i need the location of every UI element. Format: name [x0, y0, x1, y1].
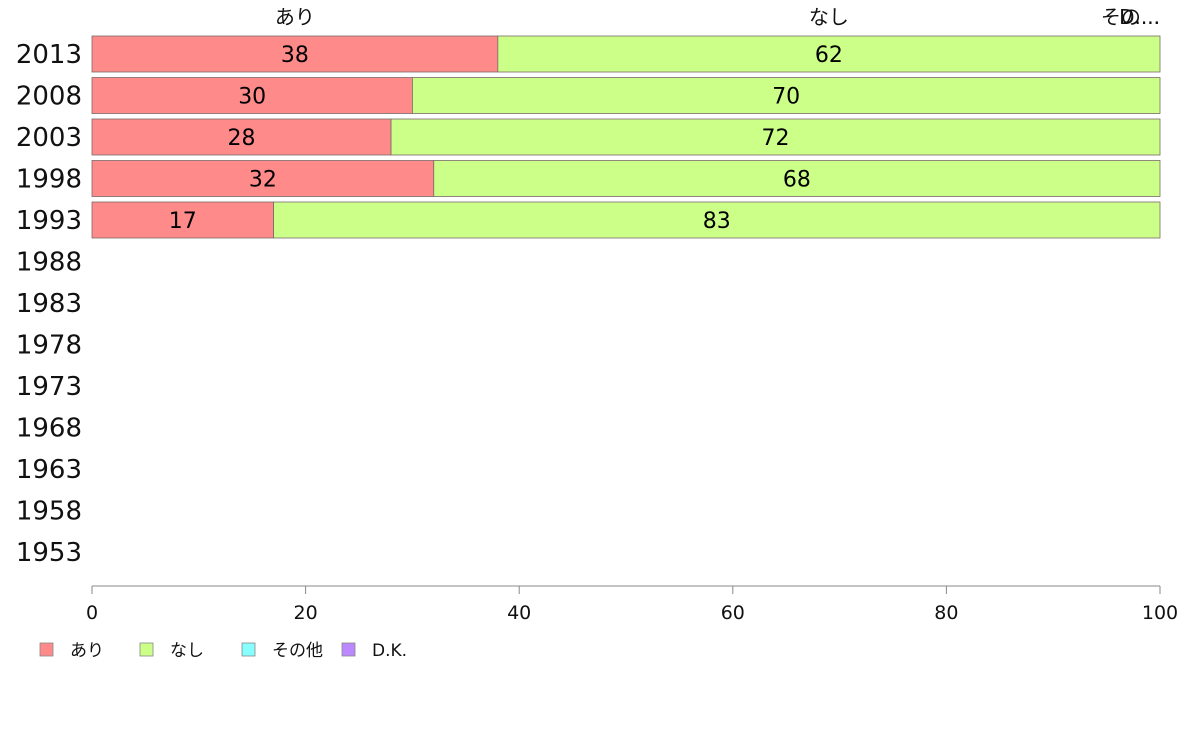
legend: あり なし その他 D.K.	[39, 641, 407, 661]
legend-label: その他	[272, 641, 323, 661]
bar-segment	[91, 35, 499, 73]
x-tick-label: 0	[86, 602, 98, 624]
legend-swatch	[139, 642, 154, 657]
legend-swatch	[341, 642, 356, 657]
x-axis: 0 20 40 60 80 100	[86, 585, 1178, 624]
year-labels: 2013 2008 2003 1998 1993 1988 1983 1978 1973 1968…	[16, 40, 82, 568]
bar-segment	[91, 118, 392, 156]
year-label: 1983	[16, 289, 82, 319]
year-label: 1958	[16, 497, 82, 527]
x-tick-label: 80	[934, 602, 958, 624]
bar-segment	[91, 201, 274, 239]
year-label: 1968	[16, 414, 82, 444]
bar-value-label: 70	[772, 85, 800, 110]
year-label: 1998	[16, 165, 82, 195]
bar-value-label: 28	[228, 126, 256, 151]
bar-segment	[390, 118, 1161, 156]
bars: 38 62 30 70 28 72 32 68 17 83	[91, 35, 1161, 239]
bar-segment	[91, 77, 413, 114]
legend-swatch	[39, 642, 54, 657]
year-label: 1963	[16, 455, 82, 485]
year-label: 1953	[16, 538, 82, 568]
top-series-label: あり	[275, 5, 315, 29]
legend-swatch	[241, 642, 256, 657]
top-series-label: D....	[1119, 5, 1160, 29]
top-labels: あり なし その...D....	[275, 5, 1160, 29]
legend-label: なし	[170, 641, 204, 661]
x-tick-label: 20	[294, 602, 318, 624]
top-series-label: なし	[809, 5, 849, 29]
bar-segment	[433, 160, 1161, 197]
bar-value-label: 30	[238, 85, 266, 110]
bar-segment	[497, 35, 1161, 73]
legend-label: あり	[70, 641, 104, 661]
bar-segment	[411, 77, 1161, 114]
year-label: 2013	[16, 40, 82, 70]
year-label: 1993	[16, 206, 82, 236]
bar-value-label: 62	[815, 43, 843, 68]
bar-value-label: 68	[783, 168, 811, 193]
x-tick-label: 40	[507, 602, 531, 624]
top-series-label: その...	[1101, 5, 1160, 29]
bar-value-label: 72	[762, 126, 790, 151]
x-tick-label: 100	[1142, 602, 1178, 624]
year-label: 1978	[16, 331, 82, 361]
bar-value-label: 32	[249, 168, 277, 193]
year-label: 1988	[16, 248, 82, 278]
bar-value-label: 83	[703, 209, 731, 234]
bar-value-label: 38	[281, 43, 309, 68]
bar-value-label: 17	[169, 209, 197, 234]
year-label: 1973	[16, 372, 82, 402]
legend-label: D.K.	[372, 641, 407, 661]
bar-segment	[273, 201, 1161, 239]
x-tick-label: 60	[721, 602, 745, 624]
year-label: 2008	[16, 82, 82, 112]
year-label: 2003	[16, 123, 82, 153]
bar-segment	[91, 160, 435, 197]
